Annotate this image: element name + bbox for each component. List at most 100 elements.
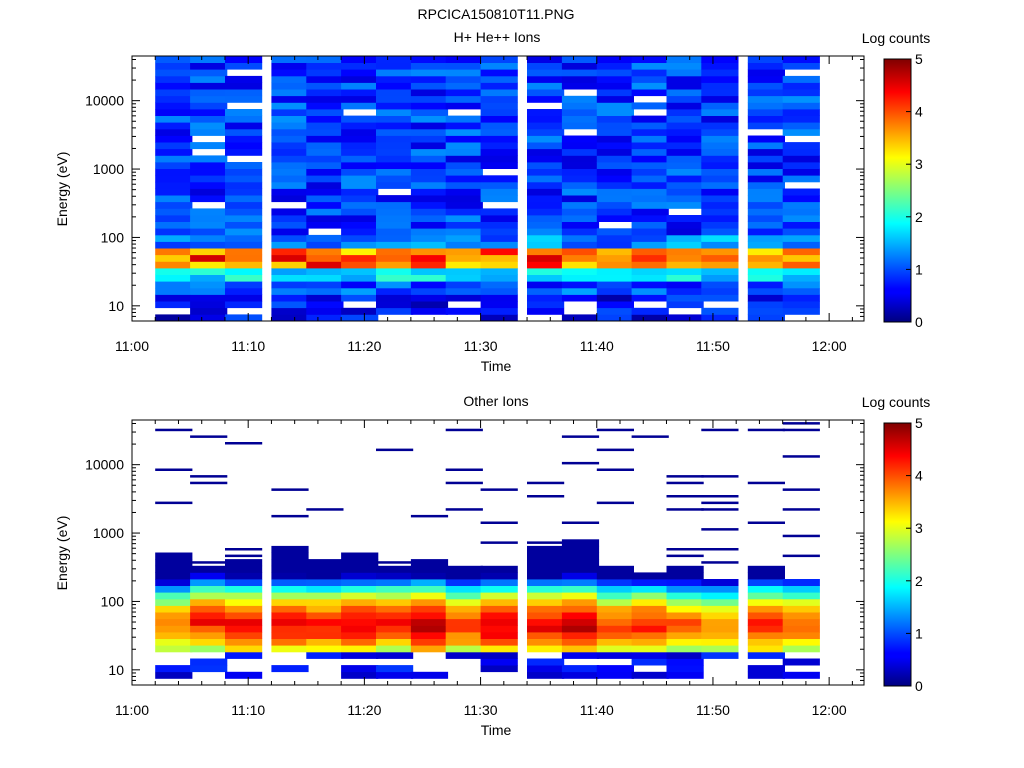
heatmap-cell <box>480 142 518 150</box>
heatmap-cell <box>410 181 449 189</box>
heatmap-cell <box>445 228 483 236</box>
heatmap-cell <box>341 645 379 653</box>
heatmap-cell <box>410 122 449 130</box>
heatmap-cells <box>155 56 820 322</box>
heatmap-cell <box>190 95 228 103</box>
heatmap-cell <box>155 261 193 269</box>
plot-frame <box>131 55 865 322</box>
heatmap-cell <box>225 228 263 236</box>
heatmap-cell <box>747 645 785 653</box>
heatmap-cell <box>561 592 600 600</box>
heatmap-cell <box>561 102 600 110</box>
heatmap-cell <box>225 579 263 586</box>
heatmap-cell <box>480 294 518 302</box>
heatmap-cell <box>782 488 820 491</box>
heatmap-cell <box>782 658 820 666</box>
heatmap-cell <box>527 645 565 653</box>
heatmap-cell <box>666 638 704 646</box>
heatmap-cell <box>376 665 414 673</box>
heatmap-cell <box>306 598 344 606</box>
heatmap-cell <box>527 625 565 633</box>
heatmap-cell <box>341 598 379 606</box>
colorbar-tick-label: 0 <box>915 314 923 330</box>
heatmap-cell <box>561 109 600 116</box>
heatmap-cell <box>410 228 449 236</box>
heatmap-cell <box>376 561 414 564</box>
heatmap-cell <box>631 208 669 216</box>
heatmap-cell <box>701 241 739 249</box>
heatmap-cell <box>561 254 600 262</box>
heatmap-cell <box>376 671 414 679</box>
heatmap-cell <box>596 248 634 256</box>
heatmap-cell <box>666 155 704 163</box>
heatmap-cell <box>596 261 634 269</box>
heatmap-cell <box>155 572 193 580</box>
heatmap-cell <box>225 135 263 143</box>
heatmap-cell <box>155 221 193 229</box>
heatmap-cell <box>306 75 344 83</box>
heatmap-cell <box>561 135 600 143</box>
heatmap-cell <box>306 612 344 620</box>
heatmap-cell <box>666 592 704 600</box>
heatmap-cell <box>376 248 414 256</box>
heatmap-cell <box>527 301 565 309</box>
heatmap-cell <box>445 481 483 485</box>
heatmap-cell <box>701 75 739 83</box>
heatmap-cell <box>596 592 634 600</box>
heatmap-cell <box>666 579 704 586</box>
heatmap-cell <box>527 82 565 90</box>
heatmap-cell <box>155 56 193 63</box>
heatmap-cell <box>782 62 820 70</box>
heatmap-cell <box>225 195 263 203</box>
heatmap-cell <box>782 579 820 586</box>
heatmap-cell <box>666 195 704 203</box>
heatmap-cell <box>445 632 483 639</box>
heatmap-cell <box>782 585 820 593</box>
heatmap-cell <box>341 195 379 203</box>
heatmap-cell <box>782 605 820 613</box>
heatmap-cell <box>410 135 449 143</box>
heatmap-cell <box>445 195 483 203</box>
heatmap-cell <box>480 82 518 90</box>
heatmap-cell <box>155 618 193 626</box>
heatmap-cell <box>225 188 263 196</box>
x-tick-label: 11:10 <box>231 702 265 718</box>
heatmap-cell <box>782 625 820 633</box>
heatmap-cell <box>306 89 344 97</box>
heatmap-cell <box>596 89 634 97</box>
heatmap-cell <box>701 274 739 282</box>
heatmap-cell <box>225 148 263 156</box>
heatmap-cell <box>225 592 263 600</box>
heatmap-cell <box>666 115 704 123</box>
heatmap-cell <box>271 605 309 613</box>
heatmap-cell <box>666 287 704 295</box>
heatmap-cell <box>341 142 379 150</box>
heatmap-cell <box>376 254 414 262</box>
heatmap-cell <box>666 665 704 673</box>
heatmap-cell <box>271 221 309 229</box>
heatmap-cell <box>155 128 193 136</box>
heatmap-cell <box>445 274 483 282</box>
heatmap-cell <box>190 281 228 289</box>
heatmap-cell <box>271 301 309 309</box>
heatmap-cell <box>341 612 379 620</box>
heatmap-cell <box>341 638 379 646</box>
heatmap-cell <box>341 102 379 110</box>
heatmap-cell <box>271 592 309 600</box>
heatmap-cell <box>782 554 820 558</box>
heatmap-cell <box>596 56 634 63</box>
heatmap-cell <box>155 201 193 209</box>
heatmap-cell <box>376 135 414 143</box>
heatmap-cell <box>631 221 669 229</box>
heatmap-cell <box>410 155 449 163</box>
heatmap-cell <box>666 234 704 242</box>
heatmap-cell <box>225 62 263 70</box>
heatmap-cell <box>701 585 739 593</box>
x-tick-label: 11:00 <box>115 338 149 354</box>
heatmap-cell <box>271 135 309 143</box>
x-axis: 11:00 11:10 11:20 11:30 11:40 11:50 12:00 <box>115 56 853 354</box>
heatmap-cell <box>445 428 483 432</box>
heatmap-cell <box>341 625 379 633</box>
heatmap-cell <box>747 307 785 315</box>
heatmap-cell <box>155 274 193 282</box>
